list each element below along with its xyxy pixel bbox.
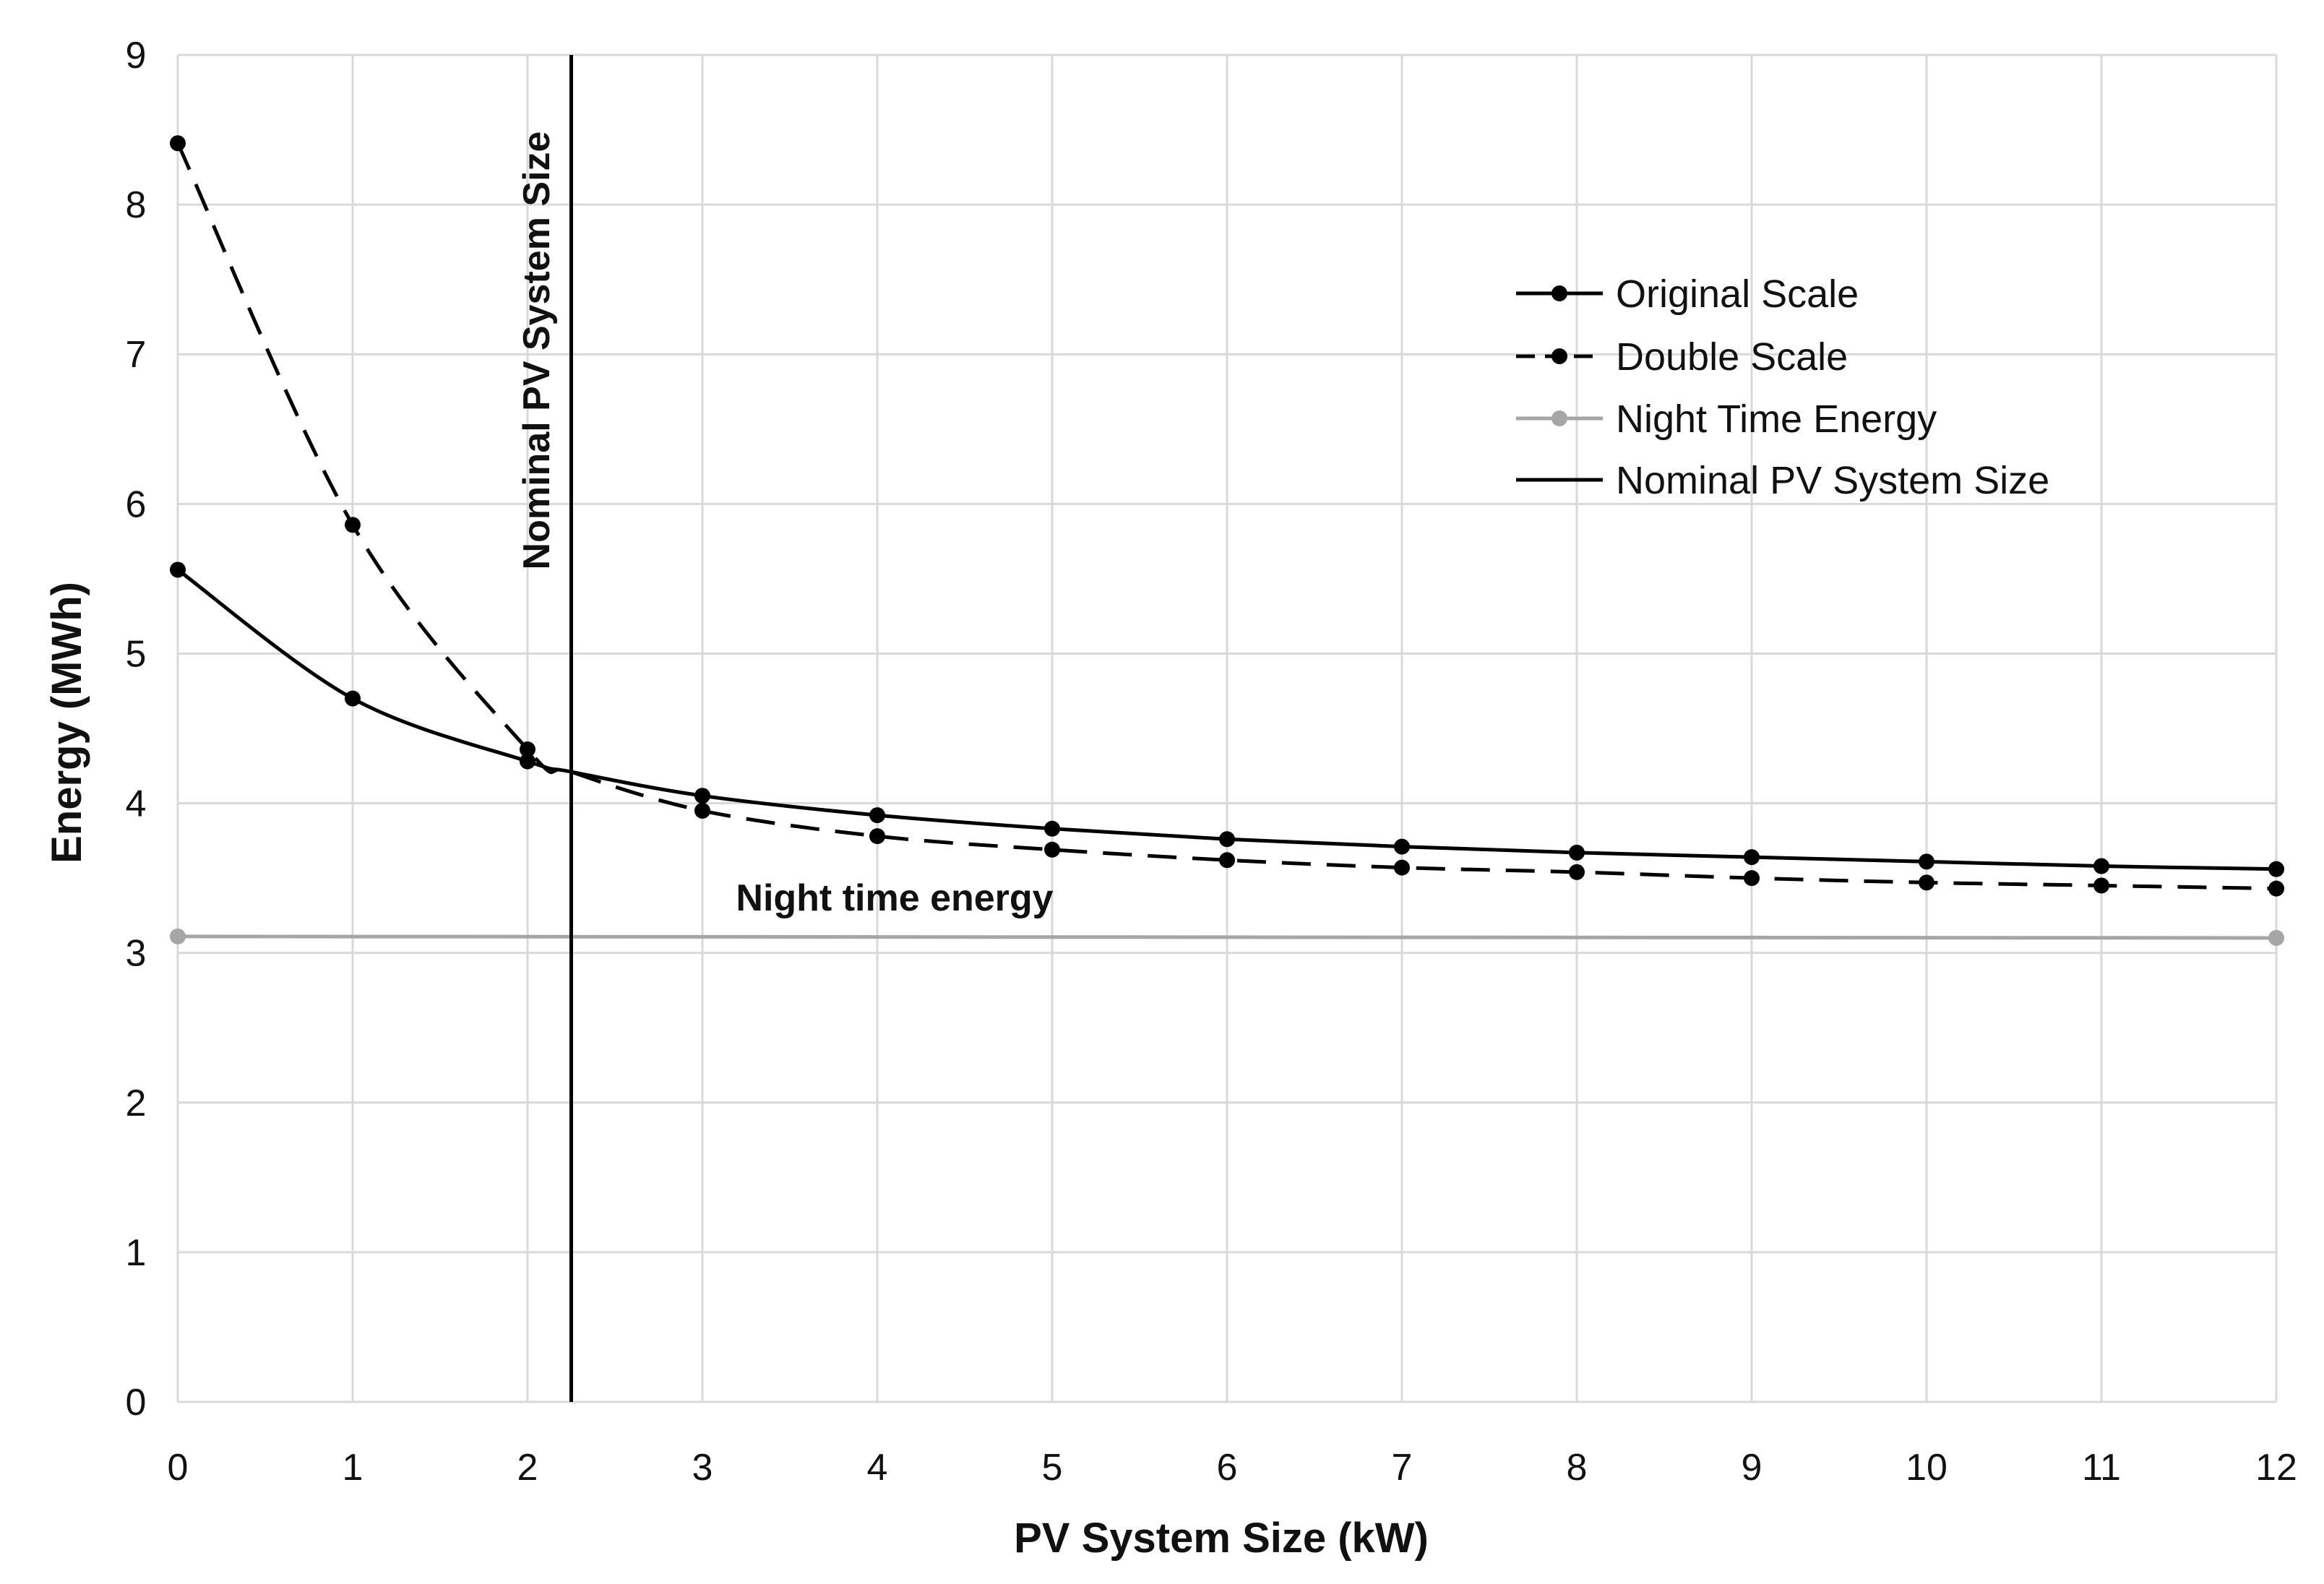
original-scale-point (345, 690, 361, 707)
y-tick-label: 2 (126, 1082, 147, 1124)
night-time-energy-point (2268, 929, 2284, 946)
x-tick-label: 3 (692, 1447, 713, 1489)
original-scale-point (1219, 831, 1235, 848)
x-tick-label: 1 (343, 1447, 363, 1489)
double-scale-point (1569, 864, 1585, 880)
y-tick-label: 5 (126, 633, 147, 675)
nominal-pv-annotation: Nominal PV System Size (516, 132, 558, 570)
y-tick-label: 6 (126, 483, 147, 525)
original-scale-point (1919, 853, 1934, 870)
legend-item-night-time-energy: Night Time Energy (1516, 397, 1937, 441)
x-tick-label: 2 (517, 1447, 538, 1489)
double-scale-point (869, 828, 885, 845)
original-scale-point (1044, 820, 1060, 837)
original-scale-point (694, 788, 710, 804)
original-scale-point (869, 807, 885, 824)
y-tick-label: 8 (126, 184, 147, 226)
y-tick-label: 9 (126, 35, 147, 77)
legend-label: Night Time Energy (1616, 397, 1937, 441)
x-tick-label: 12 (2255, 1447, 2297, 1489)
x-tick-label: 4 (867, 1447, 888, 1489)
series-double-scale (170, 135, 2284, 897)
double-scale-point (1394, 859, 1410, 876)
x-tick-label: 0 (168, 1447, 189, 1489)
legend-item-nominal-pv-system-size: Nominal PV System Size (1516, 459, 2049, 502)
x-tick-label: 11 (2082, 1447, 2121, 1489)
double-scale-point (520, 741, 535, 757)
double-scale-line (176, 142, 2277, 891)
legend-marker (1552, 285, 1567, 301)
x-axis-title: PV System Size (kW) (1014, 1515, 1429, 1562)
legend-label: Original Scale (1616, 272, 1859, 316)
x-tick-label: 10 (1906, 1447, 1948, 1489)
double-scale-point (694, 802, 710, 819)
series-layer (170, 55, 2284, 1402)
x-tick-labels: 0 1 2 3 4 5 6 7 8 9 10 11 12 (168, 1447, 2297, 1489)
night-time-energy-line (177, 934, 2277, 940)
original-scale-point (520, 753, 535, 770)
night-time-energy-point (170, 928, 186, 944)
original-scale-point (1394, 838, 1410, 855)
legend-marker (1552, 410, 1567, 426)
double-scale-point (1219, 852, 1235, 869)
legend: Original Scale Double Scale Night Time Ene… (1516, 272, 2049, 502)
x-tick-label: 9 (1742, 1447, 1763, 1489)
y-tick-label: 0 (126, 1382, 147, 1424)
original-scale-point (1744, 849, 1760, 866)
night-time-energy-annotation: Night time energy (736, 877, 1053, 919)
y-tick-label: 4 (126, 783, 147, 825)
y-tick-label: 1 (126, 1232, 147, 1274)
legend-item-double-scale: Double Scale (1516, 335, 1848, 379)
x-tick-label: 6 (1217, 1447, 1238, 1489)
legend-item-original-scale: Original Scale (1516, 272, 1859, 316)
double-scale-point (1044, 841, 1060, 858)
y-axis-title: Energy (MWh) (43, 582, 90, 864)
y-tick-labels: 0 1 2 3 4 5 6 7 8 9 (126, 35, 147, 1424)
legend-label: Nominal PV System Size (1616, 459, 2049, 502)
legend-marker (1552, 348, 1567, 364)
original-scale-point (2093, 858, 2109, 874)
double-scale-point (2093, 877, 2109, 894)
double-scale-point (1919, 874, 1934, 891)
double-scale-point (345, 517, 361, 533)
y-tick-label: 3 (126, 933, 147, 975)
grid (176, 53, 2278, 1403)
original-scale-point (1569, 844, 1585, 861)
double-scale-point (1744, 870, 1760, 887)
double-scale-point (2268, 880, 2284, 897)
series-original-scale (170, 561, 2284, 877)
series-night-time-energy (170, 928, 2284, 946)
double-scale-point (170, 135, 186, 152)
x-tick-label: 5 (1042, 1447, 1063, 1489)
legend-label: Double Scale (1616, 335, 1848, 379)
x-tick-label: 8 (1567, 1447, 1588, 1489)
x-tick-label: 7 (1392, 1447, 1413, 1489)
y-tick-label: 7 (126, 334, 147, 376)
original-scale-point (170, 561, 186, 578)
original-scale-point (2268, 861, 2284, 877)
